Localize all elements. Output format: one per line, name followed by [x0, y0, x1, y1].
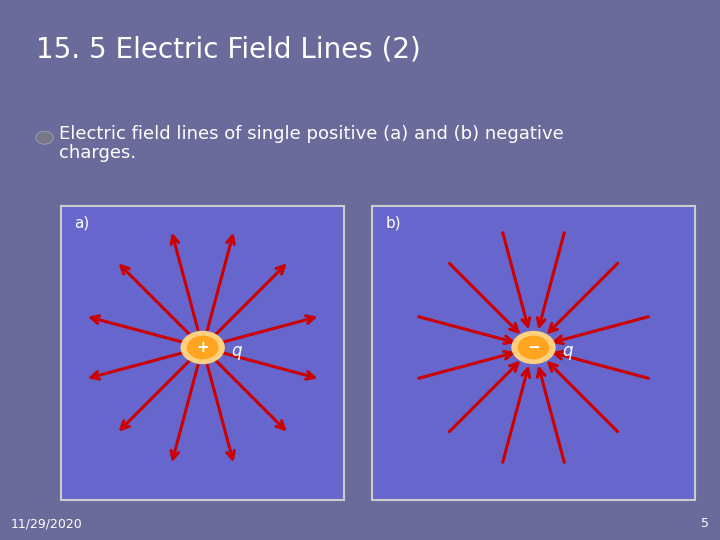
Text: 15. 5 Electric Field Lines (2): 15. 5 Electric Field Lines (2): [36, 35, 420, 63]
Text: b): b): [385, 216, 401, 231]
Circle shape: [40, 134, 49, 141]
Circle shape: [181, 331, 225, 364]
Text: Electric field lines of single positive (a) and (b) negative: Electric field lines of single positive …: [59, 125, 564, 143]
Text: a): a): [74, 216, 89, 231]
Text: charges.: charges.: [59, 144, 136, 163]
Bar: [61, 206, 344, 500]
Circle shape: [186, 335, 219, 360]
Circle shape: [36, 131, 53, 144]
Circle shape: [37, 132, 53, 144]
Circle shape: [511, 331, 556, 364]
Text: q: q: [562, 342, 572, 360]
Circle shape: [518, 335, 549, 360]
Bar: [372, 206, 695, 500]
Text: 11/29/2020: 11/29/2020: [11, 517, 83, 530]
Text: +: +: [197, 340, 209, 355]
Text: −: −: [527, 340, 540, 355]
Text: 5: 5: [701, 517, 709, 530]
Text: q: q: [231, 342, 242, 360]
Circle shape: [39, 133, 50, 142]
